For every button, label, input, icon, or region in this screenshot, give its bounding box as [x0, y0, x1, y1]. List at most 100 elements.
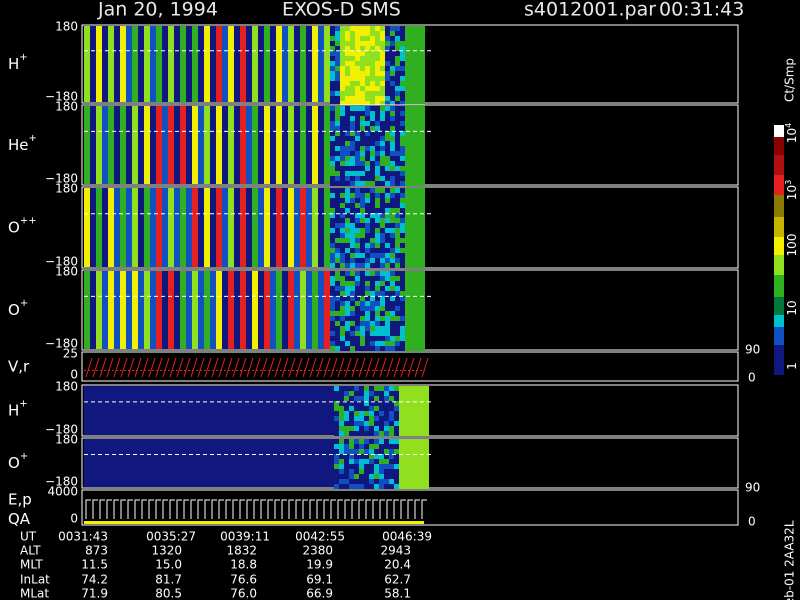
cell [355, 76, 360, 81]
y-tick-label: 25 [63, 347, 78, 361]
cell [415, 213, 420, 218]
cell [405, 156, 410, 161]
cell [355, 166, 360, 171]
cell [340, 161, 345, 166]
cell [375, 151, 380, 156]
cell [126, 106, 132, 184]
cell [114, 26, 120, 102]
panel-label-sup: + [20, 451, 28, 462]
cell [150, 271, 156, 349]
cell [186, 271, 192, 349]
cell [335, 26, 340, 31]
cell [414, 386, 419, 391]
cell [380, 121, 385, 126]
cell [365, 286, 370, 291]
cell [132, 106, 138, 184]
cell [390, 243, 395, 248]
cell [370, 316, 375, 321]
trace [344, 357, 352, 378]
cell [415, 91, 420, 96]
cell [409, 391, 414, 396]
cell [370, 208, 375, 213]
cell [400, 346, 405, 351]
cell [409, 464, 414, 469]
cell [334, 401, 339, 406]
cell [355, 66, 360, 71]
cell [168, 188, 174, 267]
cell [360, 41, 365, 46]
cell [345, 203, 350, 208]
cell [405, 203, 410, 208]
cell [339, 464, 344, 469]
cell [334, 416, 339, 421]
cell [374, 411, 379, 416]
cell [360, 86, 365, 91]
cell [335, 336, 340, 341]
cell [370, 341, 375, 346]
cell [318, 106, 324, 184]
cell [420, 341, 425, 346]
cell [420, 106, 425, 111]
cell [340, 91, 345, 96]
cell [334, 479, 339, 484]
cell [330, 223, 335, 228]
cell [400, 336, 405, 341]
cell [340, 171, 345, 176]
cell [370, 171, 375, 176]
cell-value: 2380 [302, 544, 333, 558]
cell [335, 203, 340, 208]
cell [415, 106, 420, 111]
cell [246, 188, 252, 267]
trace [85, 357, 93, 378]
cell [339, 459, 344, 464]
cell [369, 391, 374, 396]
cell [400, 81, 405, 86]
cell [385, 166, 390, 171]
cell [414, 469, 419, 474]
cell [360, 341, 365, 346]
cell [252, 26, 258, 102]
cell [360, 213, 365, 218]
cell [359, 396, 364, 401]
cell [395, 166, 400, 171]
cell [330, 296, 335, 301]
cell [385, 243, 390, 248]
trace [148, 499, 154, 519]
cell [375, 76, 380, 81]
cell [405, 228, 410, 233]
cell [365, 76, 370, 81]
cell [424, 449, 429, 454]
cell [365, 276, 370, 281]
cell [405, 106, 410, 111]
cell [374, 479, 379, 484]
cell [395, 91, 400, 96]
cell [354, 406, 359, 411]
cell [355, 136, 360, 141]
cell [306, 188, 312, 267]
cell [370, 276, 375, 281]
cell [344, 391, 349, 396]
cell [410, 131, 415, 136]
cell [390, 296, 395, 301]
cell [360, 281, 365, 286]
cell [395, 96, 400, 101]
cell [360, 223, 365, 228]
cell [355, 281, 360, 286]
cell [340, 243, 345, 248]
cell [375, 31, 380, 36]
cell [374, 391, 379, 396]
cell [324, 26, 330, 102]
cell [365, 296, 370, 301]
cell [375, 263, 380, 268]
cell [380, 166, 385, 171]
cell [335, 263, 340, 268]
cell [335, 96, 340, 101]
colorbar-label: 100 [785, 234, 799, 257]
cell [270, 26, 276, 102]
cell [410, 281, 415, 286]
cell [385, 101, 390, 106]
cell [385, 91, 390, 96]
cell [359, 411, 364, 416]
cell [354, 444, 359, 449]
cell [409, 459, 414, 464]
